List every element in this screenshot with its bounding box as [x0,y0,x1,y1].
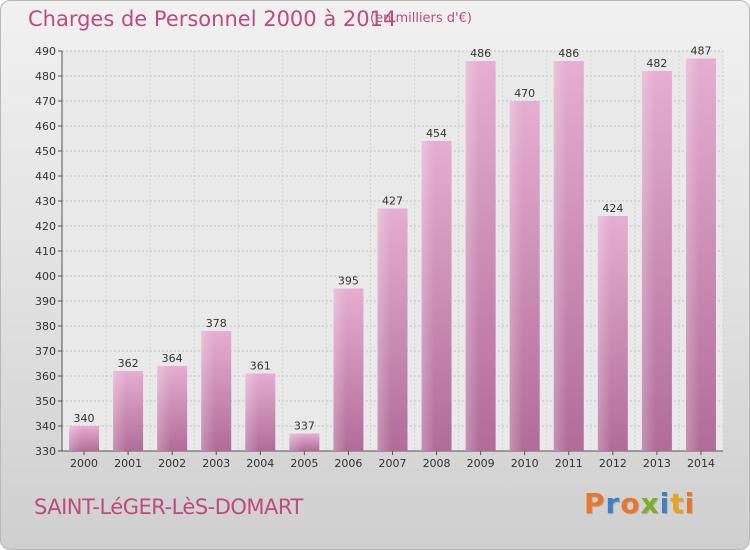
logo-letter: i [659,487,671,520]
logo-letter: t [670,487,685,520]
bar-highlight [553,61,568,451]
data-label: 362 [118,357,139,370]
y-tick-label: 420 [35,220,56,233]
x-tick-label: 2011 [555,457,583,470]
y-tick-label: 370 [35,345,56,358]
x-tick-label: 2005 [290,457,318,470]
data-label: 378 [206,317,227,330]
data-label: 337 [294,420,315,433]
y-tick-label: 410 [35,245,56,258]
bar-highlight [201,331,215,451]
bar-highlight [289,433,303,451]
x-tick-label: 2013 [643,457,671,470]
chart-title: Charges de Personnel 2000 à 2014 [28,7,397,31]
data-label: 424 [602,202,623,215]
data-label: 454 [426,127,447,140]
data-label: 427 [382,195,403,208]
bar-highlight [113,371,127,451]
data-label: 395 [338,275,359,288]
y-tick-label: 440 [35,170,56,183]
y-tick-label: 380 [35,320,56,333]
logo-letter: P [584,487,606,520]
bar-highlight [377,208,392,451]
proxiti-logo[interactable]: Proxiti [584,487,695,520]
bar-highlight [641,71,656,451]
y-tick-label: 350 [35,395,56,408]
x-tick-label: 2010 [511,457,539,470]
data-label: 364 [162,352,183,365]
data-label: 487 [690,45,711,58]
x-tick-label: 2002 [158,457,186,470]
y-tick-label: 390 [35,295,56,308]
data-labels: 340 362 364 378 361 337 395 427 454 486 470 486 424 4… [74,45,712,433]
data-label: 361 [250,360,271,373]
bar-highlight [69,426,83,451]
x-tick-label: 2004 [246,457,274,470]
x-tick-label: 2007 [379,457,407,470]
logo-letter: i [684,487,696,520]
y-tick-label: 490 [35,45,56,58]
bars [69,58,716,451]
x-tick-label: 2003 [202,457,230,470]
y-tick-label: 340 [35,420,56,433]
x-tick-label: 2000 [70,457,98,470]
bar-highlight [597,216,612,451]
x-tick-label: 2006 [334,457,362,470]
bar-highlight [157,366,171,451]
y-tick-label: 400 [35,270,56,283]
x-tick-label: 2012 [599,457,627,470]
bar-highlight [509,101,524,451]
y-tick-label: 450 [35,145,56,158]
bar-highlight [421,141,436,451]
data-label: 470 [514,87,535,100]
bar-highlight [333,288,347,451]
x-tick-label: 2001 [114,457,142,470]
y-tick-label: 460 [35,120,56,133]
logo-letter: x [640,487,660,520]
logo-letter: o [620,487,641,520]
commune-name: SAINT-LéGER-LèS-DOMART [34,495,303,519]
data-label: 340 [74,412,95,425]
chart-unit: (en milliers d'€) [370,11,472,26]
x-tick-label: 2009 [467,457,495,470]
data-label: 486 [470,47,491,60]
data-label: 486 [558,47,579,60]
data-label: 482 [646,57,667,70]
x-tick-label: 2008 [423,457,451,470]
bar-highlight [245,373,259,451]
y-tick-label: 470 [35,95,56,108]
x-tick-label: 2014 [687,457,715,470]
y-tick-label: 430 [35,195,56,208]
logo-letter: r [605,487,621,520]
bar-highlight [465,61,480,451]
bar-highlight [685,58,700,451]
y-tick-label: 330 [35,445,56,458]
y-tick-label: 480 [35,70,56,83]
y-tick-label: 360 [35,370,56,383]
